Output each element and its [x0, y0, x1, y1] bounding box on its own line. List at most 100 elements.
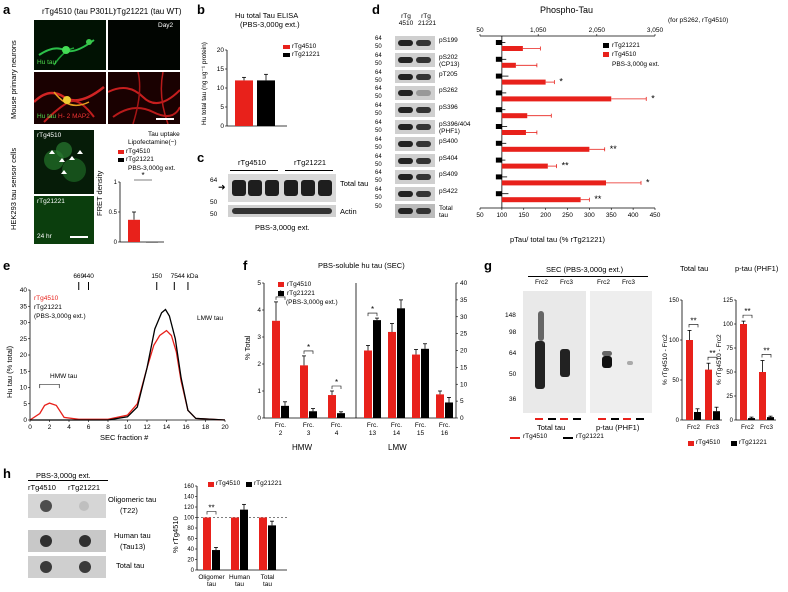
g_chart1-sig-bracket [688, 324, 699, 328]
e-xtick-label: 20 [221, 424, 229, 431]
e-kda-marker-label: 440 [83, 273, 94, 280]
g_chart2-bar-rTg4510-Frc3 [759, 372, 766, 420]
d-site-label: pS396 [439, 104, 458, 112]
d-site-label: pS396/404 [439, 121, 471, 128]
d-blot-strip [395, 204, 435, 218]
d-blot-strip [395, 120, 435, 134]
g_chart1-ytick-label: 0 [676, 418, 680, 424]
e-xtick-label: 16 [182, 424, 190, 431]
h-ytick-label: 120 [184, 505, 195, 511]
g-blot-total-tau [523, 291, 586, 413]
g-lane-mark-4 [573, 418, 581, 420]
c-blot-total-tau [228, 174, 336, 202]
g-marker-148: 148 [505, 312, 516, 319]
a-extract-label: PBS-3,000g ext. [128, 165, 176, 172]
h-row-total: Total tau [116, 561, 145, 570]
f-bar-rTg4510-Frc2 [272, 320, 280, 418]
g_chart1-sig-label: ** [690, 316, 696, 325]
f-bar-rTg4510-Frc15 [412, 354, 420, 418]
g_chart1-xtick-label: Frc3 [706, 424, 719, 431]
a-bar-rTg4510 [128, 219, 140, 242]
c-arrow-icon: ➜ [218, 182, 226, 192]
e-ytick-label: 35 [20, 303, 28, 310]
f-ytick-right-label: 10 [460, 381, 468, 388]
d-bar-rtg21221-pS400 [495, 140, 502, 146]
f-ylabel: % Total [243, 335, 252, 360]
d-blot-strip [395, 170, 435, 185]
f-bar-rTg21221-Frc2 [281, 405, 289, 418]
d-sig-label: * [559, 77, 563, 87]
h-col1: rTg4510 [28, 483, 56, 492]
h-row-tau13: (Tau13) [120, 542, 146, 551]
d-bar-rtg21221-pS422 [495, 191, 502, 197]
e-legend-rtg21221: rTg21221 [34, 304, 62, 311]
f-xtick-label: 2 [279, 430, 283, 437]
a-hek-time-label: 24 hr [37, 233, 52, 240]
e-ytick-label: 15 [20, 368, 28, 375]
d-xtick-label: 300 [584, 212, 595, 219]
g-lane-mark-2 [548, 418, 556, 420]
e-lmw-label: LMW tau [197, 315, 224, 322]
h-bar-rTg21221-Human-tau [240, 509, 248, 570]
d-bar-rtg21221-pS202 (CP13) [495, 56, 502, 62]
a-neuron-red-image [108, 72, 180, 124]
h-xtick-label: tau [263, 581, 272, 588]
f-xtick-label: 13 [369, 430, 377, 437]
d-legend-swatch-rtg4510 [603, 52, 609, 57]
d-sig-label: ** [610, 144, 618, 154]
g_chart2-sig-bracket [742, 314, 753, 319]
d-bar-rtg21221-pT205 [495, 73, 502, 79]
d-sig-label: * [651, 93, 655, 103]
h-ytick-label: 160 [184, 484, 195, 490]
g_chart2-ytick-label: 0 [730, 418, 734, 424]
e-extract: (PBS-3,000g ext.) [34, 313, 86, 320]
a-ytick-label: 0 [114, 240, 118, 246]
e-xtick-label: 12 [143, 424, 151, 431]
g-lane-frc3a: Frc3 [560, 279, 573, 286]
d-bar-rtg4510-pS400 [501, 146, 590, 152]
f-bar-rTg21221-Frc16 [445, 402, 453, 418]
d-bar-rtg21221-pS262 [495, 90, 502, 96]
d-legend-rtg4510: rTg4510 [612, 51, 637, 58]
g-legend-rtg4510: rTg4510 [523, 433, 548, 440]
g_chart1-xtick-label: Frc2 [687, 424, 700, 431]
f-ytick-left-label: 5 [257, 280, 261, 287]
d-bar-rtg4510-pS404 [501, 163, 548, 169]
d-kda-marker: 50 [375, 195, 382, 202]
e-kda-marker-label: 44 kDa [178, 273, 199, 280]
d-site-label: pS400 [439, 137, 458, 145]
d-bar-rtg4510-pS199 [501, 46, 523, 51]
f-ytick-left-label: 4 [257, 307, 261, 314]
d-xtick-label: 50 [476, 212, 484, 219]
a-micrograph-rtg4510-merge: Hu tau H- 2 MAP2 [34, 72, 106, 124]
b-ytick-label: 20 [217, 47, 225, 54]
e-ytick-label: 40 [20, 287, 28, 294]
f-sig-label: * [371, 305, 374, 314]
f-ytick-right-label: 40 [460, 280, 468, 287]
h-col2: rTg21221 [68, 483, 101, 492]
f-ytick-right-label: 0 [460, 415, 464, 422]
g-lane-mark-6 [611, 418, 619, 420]
f-ytick-right-label: 5 [460, 398, 464, 405]
d-bar-rtg4510-pS262 [501, 96, 612, 102]
a-hutau-label-2: Hu tau [37, 113, 57, 120]
h-bar-rTg21221-Oligomer-tau [212, 550, 220, 570]
g-blot-label-total: Total tau [537, 423, 566, 432]
g-lane-mark-3 [560, 418, 568, 420]
g_chart2-ytick-label: 100 [723, 322, 734, 328]
g-lane-frc2b: Frc2 [597, 279, 610, 286]
a-col1-header: rTg4510 (tau P301L) [42, 7, 116, 16]
f-group-hmw: HMW [292, 443, 312, 452]
c-actin-label: Actin [340, 207, 357, 216]
f-legend-rtg4510: rTg4510 [287, 281, 312, 288]
d-blot-strip [395, 103, 435, 117]
h-legend-rtg21221: rTg21221 [254, 480, 282, 487]
a-neuron-merge-image [34, 86, 105, 123]
f-xtick-label: 4 [335, 430, 339, 437]
d-bar-rtg4510-pS396 [501, 113, 528, 119]
g_chart2-sig-label: ** [763, 346, 769, 355]
d-site-label: pS422 [439, 188, 458, 196]
f-xtick-label: 15 [417, 430, 425, 437]
b-legend-swatch-rtg4510 [283, 45, 290, 49]
h-bar-rTg4510-Human-tau [231, 517, 239, 570]
